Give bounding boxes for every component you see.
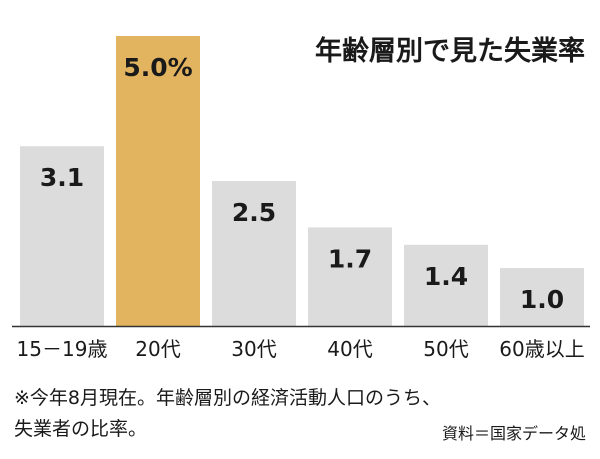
- bar-5: [500, 268, 584, 326]
- source-credit: 資料＝国家データ処: [441, 424, 586, 443]
- value-label-5: 1.0: [520, 285, 564, 314]
- footnote: ※今年8月現在。年齢層別の経済活動人口のうち、 失業者の比率。: [14, 387, 442, 440]
- value-label-0: 3.1: [40, 163, 84, 192]
- bar-2: [212, 181, 296, 326]
- bar-4: [404, 244, 488, 326]
- bar-0: [20, 146, 104, 326]
- bars-group: [20, 36, 584, 326]
- bar-3: [308, 227, 392, 326]
- category-label-3: 40代: [327, 337, 372, 361]
- category-label-1: 20代: [135, 337, 180, 361]
- category-label-2: 30代: [231, 337, 276, 361]
- value-label-2: 2.5: [232, 198, 276, 227]
- category-labels-group: 15－19歳 20代 30代 40代 50代 60歳以上: [17, 337, 585, 361]
- value-label-4: 1.4: [424, 262, 468, 291]
- bar-1: [116, 36, 200, 326]
- value-labels-group: 3.1 5.0% 2.5 1.7 1.4 1.0: [40, 53, 564, 314]
- chart-title: 年齢層別で見た失業率: [315, 35, 585, 67]
- category-label-5: 60歳以上: [499, 337, 584, 361]
- value-label-3: 1.7: [328, 244, 372, 273]
- category-label-0: 15－19歳: [17, 337, 108, 361]
- category-label-4: 50代: [423, 337, 468, 361]
- value-label-1: 5.0%: [123, 53, 192, 82]
